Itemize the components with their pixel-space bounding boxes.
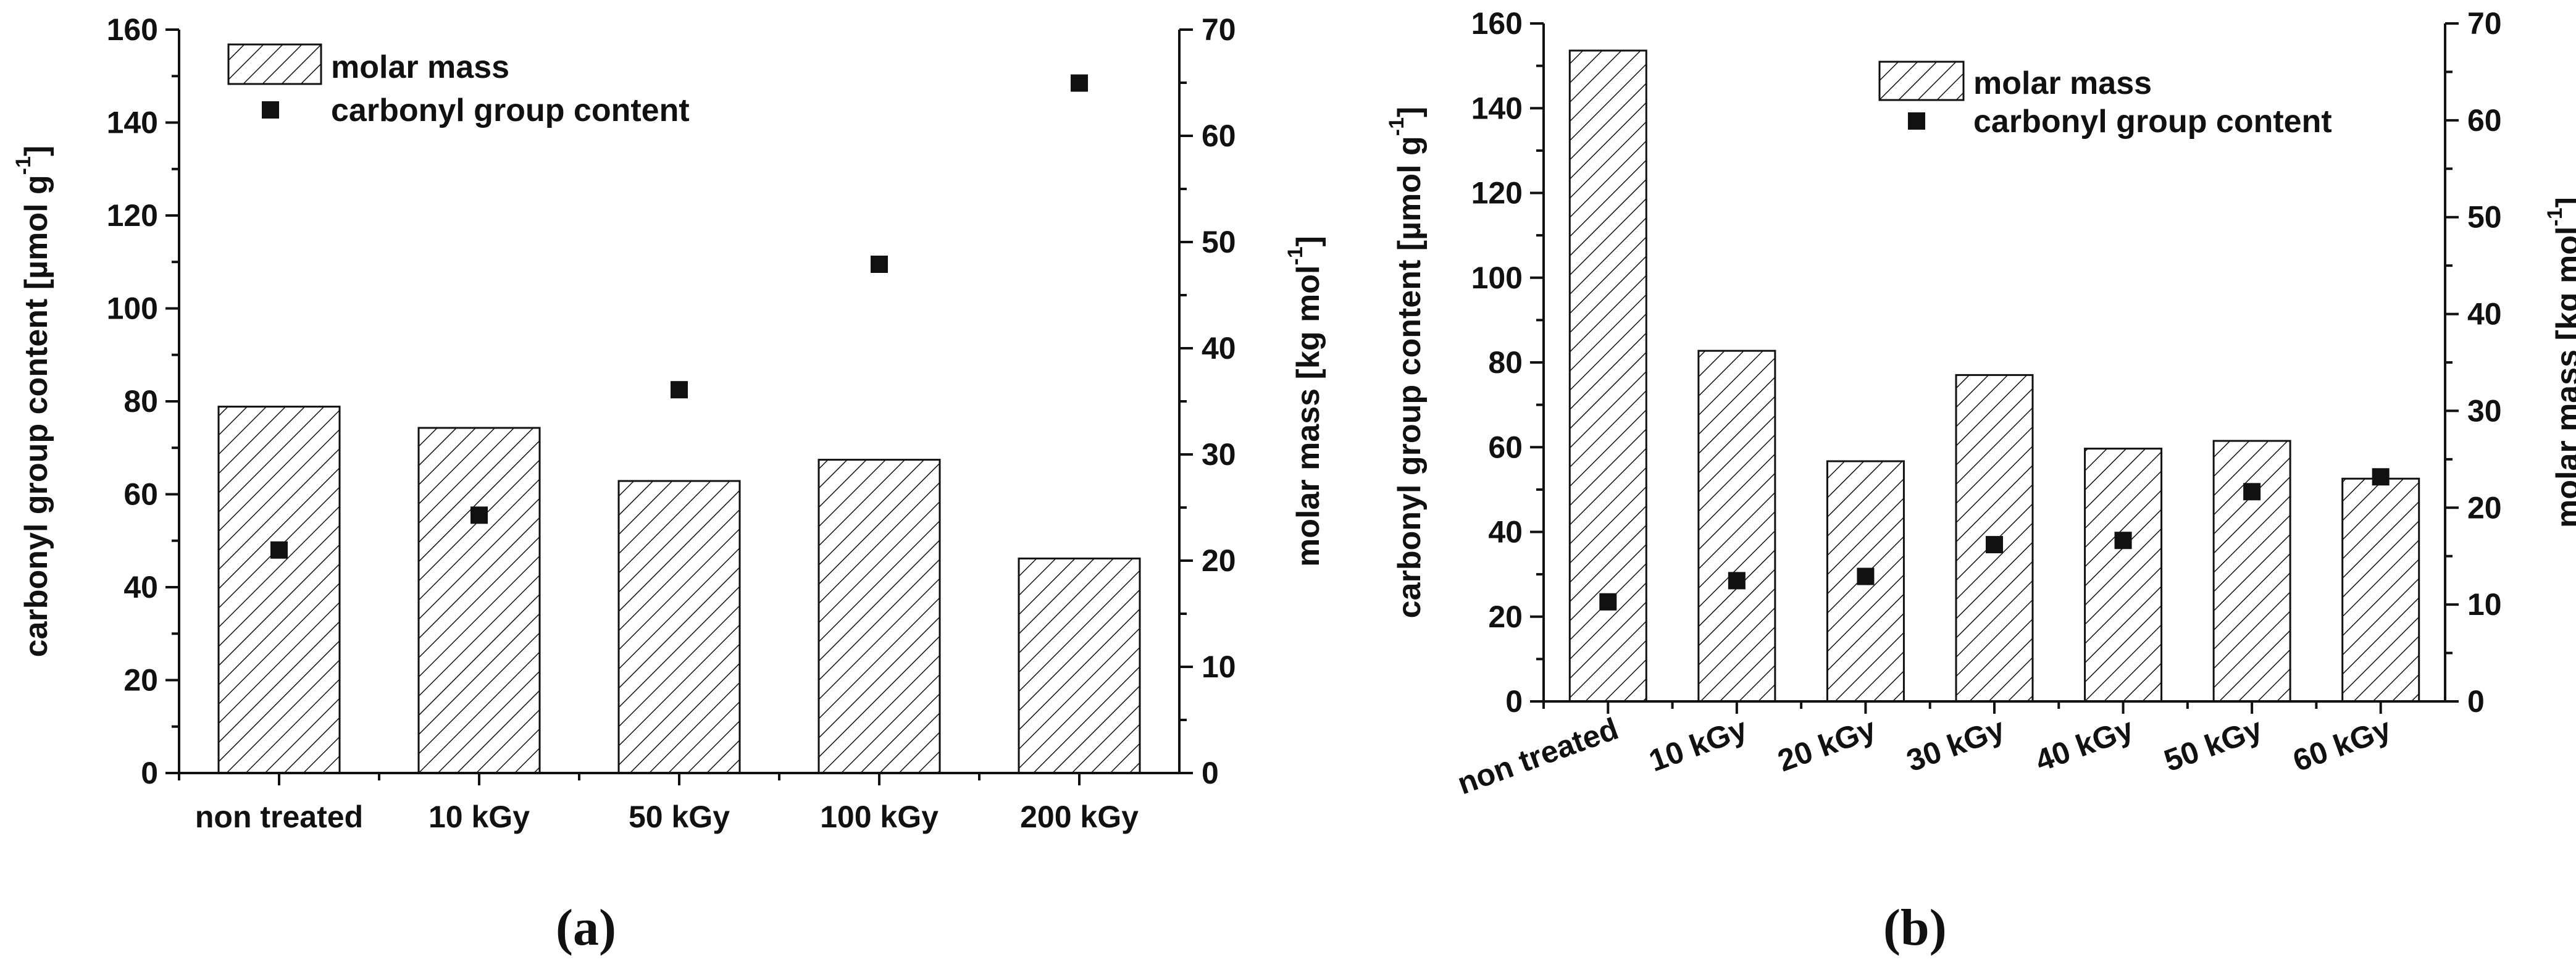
x-tick-label: 40 kGy [2031,711,2138,779]
y-tick-label: 140 [107,106,158,140]
carbonyl-marker [1599,593,1617,611]
y-tick-label: 60 [1488,430,1523,464]
y-tick-label: 160 [1471,6,1523,41]
chart-panel-a: 0 20 40 60 80 100 120 140 160 0 10 20 30 40 50 60 70 no… [12,12,1326,956]
y-tick-label: 80 [1488,345,1523,380]
y-tick-label: 100 [1471,261,1523,295]
legend-label-molar-mass: molar mass [331,49,509,85]
y2-tick-label: 10 [2467,587,2502,622]
y-tick-label: 0 [141,756,158,790]
y-tick-label: 20 [1488,600,1523,634]
y-tick-label: 0 [1505,684,1523,719]
right-y-ticks: 0 10 20 30 40 50 60 70 [2445,6,2502,719]
x-tick-label: 10 kGy [1644,711,1751,779]
molar-mass-bars [1568,49,2420,703]
x-tick-label: 10 kGy [429,800,530,834]
y2-tick-label: 0 [1202,756,1219,790]
y-tick-label: 80 [123,384,158,419]
molar-mass-bars [217,406,1141,774]
x-tick-label: 60 kGy [2288,711,2395,779]
legend-swatch-molar-mass [1878,61,1965,101]
molar-mass-bar [818,459,941,774]
carbonyl-marker [1986,536,2003,554]
y-tick-label: 120 [107,198,158,233]
molar-mass-bar [2341,477,2420,703]
y2-tick-label: 40 [1202,331,1236,366]
molar-mass-bar [617,480,741,774]
x-tick-label: 50 kGy [2160,711,2267,779]
carbonyl-marker [470,506,488,524]
y2-tick-label: 10 [1202,650,1236,684]
y2-tick-label: 20 [2467,490,2502,525]
molar-mass-bar [417,427,541,774]
y-tick-label: 60 [123,477,158,512]
legend: molar mass carbonyl group content [227,43,690,128]
y2-tick-label: 20 [1202,543,1236,578]
carbonyl-marker [1071,74,1088,92]
legend: molar mass carbonyl group content [1878,61,2332,140]
carbonyl-marker [1857,567,1875,585]
left-y-axis-title: carbonyl group content [µmol g-1] [1385,107,1428,619]
y2-tick-label: 70 [1202,12,1236,47]
right-y-axis-title: molar mass [kg mol-1] [1284,236,1326,567]
y2-tick-label: 70 [2467,6,2502,41]
legend-label-molar-mass: molar mass [1973,65,2152,101]
panel-label-b: (b) [1883,899,1947,956]
y2-tick-label: 50 [1202,225,1236,259]
legend-swatch-molar-mass [227,43,322,85]
x-tick-label: 20 kGy [1773,711,1880,779]
legend-label-carbonyl: carbonyl group content [331,93,690,128]
carbonyl-marker [2372,468,2390,486]
molar-mass-bar [2084,448,2163,703]
y2-tick-label: 60 [2467,103,2502,138]
right-y-ticks: 0 10 20 30 40 50 60 70 [1179,12,1236,790]
molar-mass-bar [1697,349,1776,703]
y-tick-label: 20 [123,663,158,698]
y2-tick-label: 30 [2467,393,2502,428]
carbonyl-markers [270,74,1088,559]
x-tick-label: non treated [195,800,363,834]
x-tick-label: 50 kGy [629,800,730,834]
y-tick-label: 40 [1488,515,1523,550]
carbonyl-marker [2114,532,2132,550]
carbonyl-marker [1728,572,1746,590]
x-ticks: non treated 10 kGy 20 kGy 30 kGy 40 kGy 50 kG… [1453,701,2396,801]
molar-mass-bar [1018,558,1141,774]
molar-mass-bar [217,406,341,774]
y2-tick-label: 40 [2467,297,2502,332]
molar-mass-bar [2212,440,2291,703]
y2-tick-label: 30 [1202,437,1236,472]
carbonyl-marker [871,256,888,274]
carbonyl-marker [671,381,688,399]
left-y-ticks: 0 20 40 60 80 100 120 140 160 [1471,6,1544,719]
legend-marker-carbonyl [1908,112,1925,130]
carbonyl-marker [270,541,288,559]
y2-tick-label: 50 [2467,200,2502,235]
x-tick-label: 100 kGy [820,800,939,834]
carbonyl-marker [2243,483,2261,501]
right-y-axis-title: molar mass [kg mol-1] [2543,197,2576,528]
y-tick-label: 160 [107,12,158,47]
y-tick-label: 140 [1471,91,1523,125]
y2-tick-label: 60 [1202,119,1236,153]
y2-tick-label: 0 [2467,684,2485,719]
x-tick-label: 30 kGy [1902,711,2009,779]
left-y-ticks: 0 20 40 60 80 100 120 140 160 [107,12,179,790]
x-tick-label: non treated [1453,711,1623,801]
molar-mass-bar [1826,460,1905,703]
y-tick-label: 120 [1471,176,1523,211]
legend-marker-carbonyl [262,101,279,119]
carbonyl-markers [1599,468,2390,611]
panel-label-a: (a) [556,899,616,956]
legend-label-carbonyl: carbonyl group content [1973,104,2332,140]
left-y-axis-title: carbonyl group content [µmol g-1] [12,146,54,658]
y-tick-label: 100 [107,291,158,326]
y-tick-label: 40 [123,570,158,604]
x-tick-label: 200 kGy [1020,800,1139,834]
x-ticks: non treated 10 kGy 50 kGy 100 kGy 200 kGy [178,773,1139,834]
chart-panel-b: 0 20 40 60 80 100 120 140 160 0 10 20 30 40 50 60 70 no… [1385,6,2576,956]
